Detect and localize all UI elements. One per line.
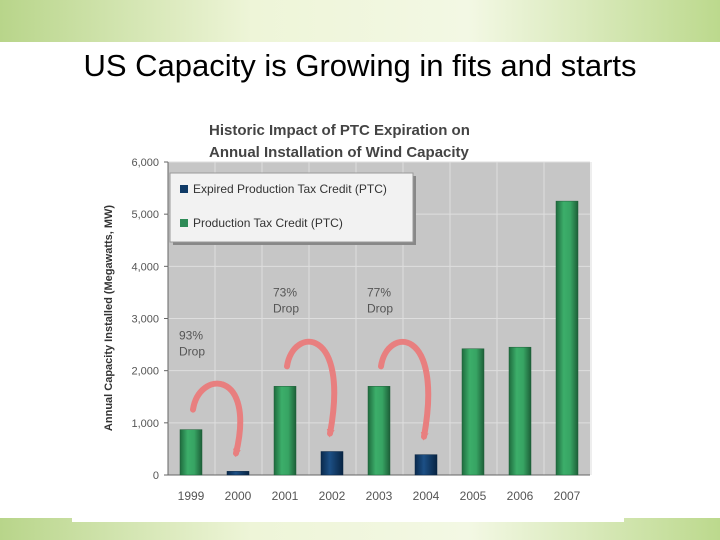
x-tick-label: 2005 — [460, 489, 487, 503]
slide-top-band — [0, 0, 720, 42]
bar-2002 — [320, 451, 344, 476]
bar-2007 — [555, 200, 579, 476]
y-tick-label: 2,000 — [131, 366, 159, 378]
legend-label-expired: Expired Production Tax Credit (PTC) — [193, 182, 387, 196]
drop-annotation-text: Drop — [179, 345, 205, 359]
drop-arrow — [284, 338, 338, 438]
x-tick-label: 2002 — [319, 489, 346, 503]
x-axis: 1999 2000 2001 2002 2003 2004 2005 2006 2007 — [178, 489, 581, 503]
x-tick-label: 2004 — [413, 489, 440, 503]
bar-2003 — [367, 386, 391, 476]
legend-swatch-ptc — [180, 219, 188, 227]
drop-annotation-text: 93% — [179, 329, 203, 343]
drop-annotation-text: Drop — [273, 301, 299, 315]
legend-swatch-expired — [180, 185, 188, 193]
bar-2001 — [273, 386, 297, 476]
slide-title: US Capacity is Growing in fits and start… — [83, 48, 637, 83]
slide-bottom-strip — [72, 512, 624, 522]
bars — [179, 200, 579, 476]
chart-title-line-1: Historic Impact of PTC Expiration on — [209, 122, 470, 139]
legend-label-ptc: Production Tax Credit (PTC) — [193, 216, 343, 230]
y-tick-label: 1,000 — [131, 418, 159, 430]
x-tick-label: 2003 — [366, 489, 393, 503]
x-tick-label: 2007 — [554, 489, 581, 503]
y-axis-label: Annual Capacity Installed (Megawatts, MW… — [103, 205, 115, 431]
bar-1999 — [179, 429, 203, 476]
x-tick-label: 2000 — [225, 489, 252, 503]
y-tick-label: 5,000 — [131, 209, 159, 221]
y-tick-label: 0 — [153, 470, 159, 482]
drop-arrow — [378, 339, 432, 441]
x-tick-label: 2006 — [507, 489, 534, 503]
y-tick-label: 6,000 — [131, 157, 159, 169]
x-tick-label: 2001 — [272, 489, 299, 503]
y-tick-label: 3,000 — [131, 314, 159, 326]
drop-annotation-text: 73% — [273, 285, 297, 299]
drop-arrow — [190, 380, 244, 458]
bar-2004 — [414, 454, 438, 476]
annotations: 93% Drop 73% Drop 77% Drop — [179, 285, 432, 458]
chart-title-line-2: Annual Installation of Wind Capacity — [209, 144, 470, 161]
drop-annotation-text: Drop — [367, 301, 393, 315]
legend-box — [169, 172, 414, 243]
legend: Expired Production Tax Credit (PTC) Prod… — [169, 172, 416, 245]
x-tick-label: 1999 — [178, 489, 205, 503]
slide-bottom-band — [0, 518, 720, 540]
bar-2000 — [226, 471, 250, 476]
y-tick-label: 4,000 — [131, 261, 159, 273]
bar-2005 — [461, 348, 485, 476]
bar-2006 — [508, 346, 532, 476]
drop-annotation-text: 77% — [367, 285, 391, 299]
